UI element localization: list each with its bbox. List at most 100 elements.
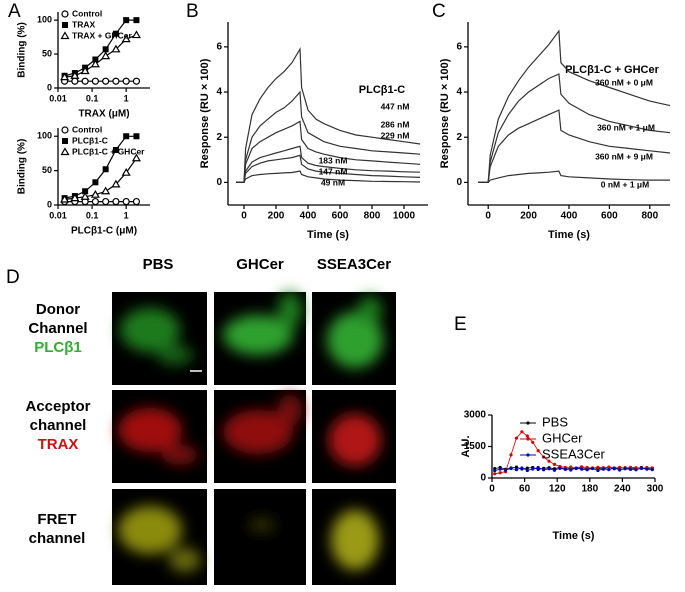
y-axis-label: Binding (%) (17, 22, 28, 78)
annotation: PLCβ1-C + GHCer (565, 64, 660, 76)
series-label: 183 nM (319, 155, 348, 165)
y-tick-label: 100 (37, 15, 52, 25)
legend-label: TRAX (72, 19, 95, 29)
y-tick-label: 4 (216, 87, 222, 98)
row-sublabel: TRAX (37, 436, 79, 453)
column-label: SSEA3Cer (316, 256, 392, 273)
marker (132, 77, 141, 85)
y-axis-label: Response (RU × 100) (199, 58, 211, 168)
x-tick-label: 0.1 (86, 93, 99, 103)
x-tick-label: 1 (124, 210, 129, 220)
x-tick-label: 400 (300, 211, 317, 222)
marker (618, 465, 622, 470)
marker (552, 462, 557, 466)
series-line (236, 90, 421, 183)
marker (590, 466, 595, 471)
marker (71, 77, 79, 85)
marker (90, 189, 100, 198)
panel-letter: B (186, 1, 199, 22)
marker (623, 467, 627, 471)
marker (90, 59, 100, 68)
marker (520, 430, 524, 434)
series-line (236, 145, 421, 183)
marker (121, 34, 131, 43)
marker (122, 77, 130, 85)
marker (111, 44, 121, 53)
x-tick-label: 0.01 (49, 210, 67, 220)
marker (123, 133, 130, 140)
annotation: PLCβ1-C (359, 84, 405, 96)
marker (542, 468, 546, 472)
series-label: 49 nM (321, 177, 345, 187)
column-label: GHCer (236, 256, 284, 273)
y-tick-label: 2 (456, 132, 462, 143)
marker (101, 51, 111, 60)
series-label: 0 nM + 1 μM (601, 179, 649, 189)
series-label: 360 nM + 0 μM (595, 77, 653, 87)
marker (531, 440, 535, 444)
marker (563, 467, 567, 471)
marker (92, 179, 99, 186)
marker (102, 166, 109, 173)
marker (558, 466, 562, 470)
y-tick-label: 0 (47, 199, 52, 209)
row-label: Donor Channel PLCβ1 (18, 300, 98, 357)
series-label: 147 nM (319, 166, 348, 176)
legend-marker (526, 437, 530, 441)
y-tick-label: 6 (216, 41, 222, 52)
series-label: 229 nM (381, 130, 410, 140)
y-axis-label: A.U. (460, 436, 472, 458)
y-tick-label: 0 (216, 177, 222, 188)
marker (596, 465, 600, 469)
series-line (236, 170, 421, 183)
legend-marker (61, 126, 69, 134)
marker (493, 472, 497, 476)
x-tick-label: 0 (489, 484, 495, 495)
marker (70, 193, 80, 202)
y-tick-label: 4 (456, 87, 462, 98)
marker (536, 465, 540, 470)
marker (92, 56, 99, 63)
legend-label: PBS (542, 414, 568, 429)
legend-label: TRAX + GHCer (72, 30, 132, 40)
legend-marker (60, 31, 70, 40)
y-tick-label: 0 (480, 473, 486, 484)
x-axis-label: Time (s) (548, 229, 590, 241)
row-title: Donor Channel (28, 301, 88, 337)
legend-marker (62, 138, 68, 144)
marker (607, 465, 611, 469)
marker (525, 466, 529, 470)
marker (112, 77, 120, 85)
marker (133, 133, 140, 140)
x-tick-label: 200 (520, 211, 537, 222)
marker (131, 153, 141, 162)
column-label: PBS (142, 256, 174, 273)
x-axis-label: TRAX (μM) (78, 109, 129, 120)
marker (60, 194, 70, 203)
legend-label: SSEA3Cer (542, 446, 606, 461)
marker (601, 467, 605, 471)
x-tick-label: 200 (268, 211, 285, 222)
legend-marker (526, 453, 530, 457)
x-tick-label: 800 (641, 211, 658, 222)
marker (639, 466, 644, 470)
y-tick-label: 0 (456, 177, 462, 188)
row-label: Acceptor channel TRAX (12, 397, 104, 454)
marker (509, 453, 513, 457)
row-title: Acceptor channel (25, 398, 91, 434)
series-line (478, 109, 671, 183)
y-tick-label: 6 (456, 41, 462, 52)
series-label: 286 nM (381, 119, 410, 129)
marker (102, 46, 109, 53)
marker (102, 77, 110, 85)
panel-letter: E (454, 314, 467, 335)
y-tick-label: 1500 (464, 441, 487, 452)
series-line (478, 29, 671, 183)
x-tick-label: 60 (519, 484, 531, 495)
marker (531, 467, 535, 471)
y-tick-label: 3000 (464, 410, 487, 421)
x-tick-label: 0.1 (86, 210, 99, 220)
marker (112, 197, 120, 206)
marker (102, 197, 110, 206)
marker (569, 465, 573, 469)
